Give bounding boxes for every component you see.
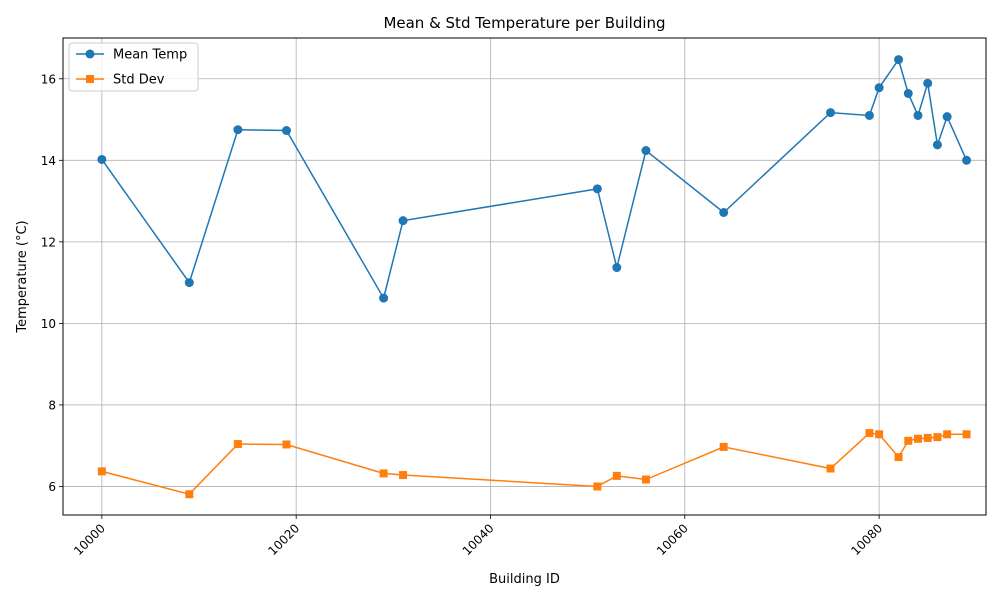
data-point-mean-temp: [942, 112, 952, 122]
legend-label-mean-temp: Mean Temp: [113, 48, 187, 63]
data-point-mean-temp: [612, 263, 622, 273]
y-tick-label: 14: [41, 154, 56, 168]
data-point-mean-temp: [641, 146, 651, 156]
x-axis-title: Building ID: [489, 572, 560, 587]
data-point-std-dev: [865, 429, 874, 438]
y-axis-title: Temperature (°C): [15, 220, 30, 333]
data-point-std-dev: [593, 482, 602, 491]
data-point-std-dev: [962, 430, 971, 439]
chart-title: Mean & Std Temperature per Building: [383, 14, 665, 32]
data-point-std-dev: [933, 433, 942, 442]
data-point-mean-temp: [719, 207, 729, 217]
data-point-std-dev: [379, 469, 388, 478]
data-point-mean-temp: [592, 184, 602, 194]
data-point-mean-temp: [379, 293, 389, 303]
data-point-std-dev: [923, 433, 932, 442]
data-point-std-dev: [904, 436, 913, 445]
data-point-mean-temp: [97, 154, 107, 164]
data-point-std-dev: [185, 490, 194, 499]
data-point-std-dev: [719, 442, 728, 451]
series-layer: [97, 55, 972, 499]
data-point-std-dev: [875, 430, 884, 439]
data-point-std-dev: [641, 475, 650, 484]
data-point-std-dev: [894, 453, 903, 462]
data-point-mean-temp: [903, 88, 913, 98]
plot-frame: [62, 37, 987, 516]
data-point-mean-temp: [923, 78, 933, 88]
data-point-mean-temp: [894, 55, 904, 65]
data-point-std-dev: [943, 430, 952, 439]
y-tick-label: 12: [41, 235, 56, 249]
legend: Mean Temp Std Dev: [68, 42, 199, 92]
series-line-mean-temp: [101, 57, 968, 301]
data-point-std-dev: [399, 471, 408, 480]
y-tick-label: 16: [41, 72, 56, 86]
data-point-std-dev: [233, 440, 242, 449]
data-point-mean-temp: [913, 110, 923, 120]
data-point-mean-temp: [281, 126, 291, 136]
grid: [63, 38, 986, 515]
legend-marker-mean-temp: [85, 49, 95, 59]
data-point-mean-temp: [864, 110, 874, 120]
data-point-std-dev: [612, 471, 621, 480]
legend-marker-std-dev: [86, 75, 94, 83]
data-point-std-dev: [97, 467, 106, 476]
data-point-mean-temp: [398, 216, 408, 226]
data-point-std-dev: [826, 464, 835, 473]
data-point-mean-temp: [233, 125, 243, 135]
data-point-std-dev: [282, 440, 291, 449]
data-point-mean-temp: [826, 108, 836, 118]
y-tick-label: 10: [41, 317, 56, 331]
data-point-mean-temp: [962, 155, 972, 165]
y-tick-label: 6: [48, 480, 56, 494]
data-point-std-dev: [913, 434, 922, 443]
data-point-mean-temp: [184, 278, 194, 288]
legend-label-std-dev: Std Dev: [113, 73, 165, 88]
y-tick-label: 8: [48, 398, 56, 412]
data-point-mean-temp: [932, 140, 942, 150]
data-point-mean-temp: [874, 83, 884, 93]
